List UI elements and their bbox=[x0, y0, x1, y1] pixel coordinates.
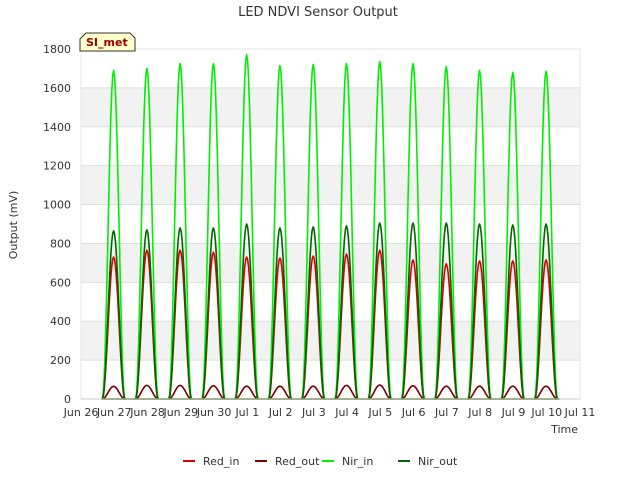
site-badge-label: SI_met bbox=[86, 36, 128, 49]
band-1000 bbox=[81, 165, 580, 205]
y-tick-label-200: 200 bbox=[50, 354, 71, 367]
x-tick-label-8: Jul 4 bbox=[334, 406, 359, 419]
site-badge-box bbox=[79, 32, 136, 52]
legend: Red_in Red_out Nir_in Nir_out bbox=[183, 455, 458, 468]
legend-item-nir-in: Nir_in bbox=[322, 455, 373, 468]
series-nir-out-line bbox=[101, 222, 559, 400]
x-tick-label-13: Jul 9 bbox=[501, 406, 526, 419]
y-axis-label: Output (mV) bbox=[7, 191, 20, 260]
x-tick-label-2: Jun 28 bbox=[129, 406, 165, 419]
legend-label-red-in: Red_in bbox=[203, 455, 239, 468]
y-tick-label-600: 600 bbox=[50, 276, 71, 289]
series-nir-in-line bbox=[101, 54, 559, 400]
chart-title: LED NDVI Sensor Output bbox=[238, 5, 398, 20]
x-tick-label-1: Jun 27 bbox=[96, 406, 132, 419]
x-tick-label-3: Jun 29 bbox=[162, 406, 198, 419]
x-tick-label-12: Jul 8 bbox=[467, 406, 492, 419]
y-tick-label-1200: 1200 bbox=[43, 160, 71, 173]
y-tick-label-800: 800 bbox=[50, 237, 71, 250]
band-600 bbox=[81, 243, 580, 283]
y-tick-label-1400: 1400 bbox=[43, 121, 71, 134]
x-tick-label-14: Jul 10 bbox=[530, 406, 562, 419]
y-tick-label-1800: 1800 bbox=[43, 43, 71, 56]
band-200 bbox=[81, 321, 580, 361]
legend-label-nir-out: Nir_out bbox=[418, 455, 458, 468]
x-tick-label-9: Jul 5 bbox=[368, 406, 393, 419]
y-tick-label-1000: 1000 bbox=[43, 199, 71, 212]
plot-bands bbox=[81, 87, 580, 361]
legend-label-red-out: Red_out bbox=[275, 455, 320, 468]
x-tick-label-5: Jul 1 bbox=[234, 406, 259, 419]
y-tick-label-0: 0 bbox=[64, 393, 71, 406]
x-tick-label-11: Jul 7 bbox=[434, 406, 459, 419]
x-tick-label-0: Jun 26 bbox=[63, 406, 99, 419]
y-tick-label-400: 400 bbox=[50, 315, 71, 328]
x-tick-label-7: Jul 3 bbox=[301, 406, 326, 419]
x-tick-label-10: Jul 6 bbox=[401, 406, 426, 419]
x-tick-label-4: Jun 30 bbox=[196, 406, 232, 419]
legend-label-nir-in: Nir_in bbox=[342, 455, 373, 468]
legend-item-red-out: Red_out bbox=[255, 455, 320, 468]
legend-item-nir-out: Nir_out bbox=[398, 455, 458, 468]
x-axis-label: Time bbox=[550, 423, 578, 436]
y-tick-label-1600: 1600 bbox=[43, 82, 71, 95]
x-tick-label-6: Jul 2 bbox=[268, 406, 293, 419]
legend-item-red-in: Red_in bbox=[183, 455, 239, 468]
series-red-out-line bbox=[102, 384, 558, 400]
series-red-in-line bbox=[101, 249, 559, 400]
band-1400 bbox=[81, 87, 580, 127]
site-badge: SI_met bbox=[79, 32, 136, 52]
x-tick-label-15: Jul 11 bbox=[564, 406, 596, 419]
